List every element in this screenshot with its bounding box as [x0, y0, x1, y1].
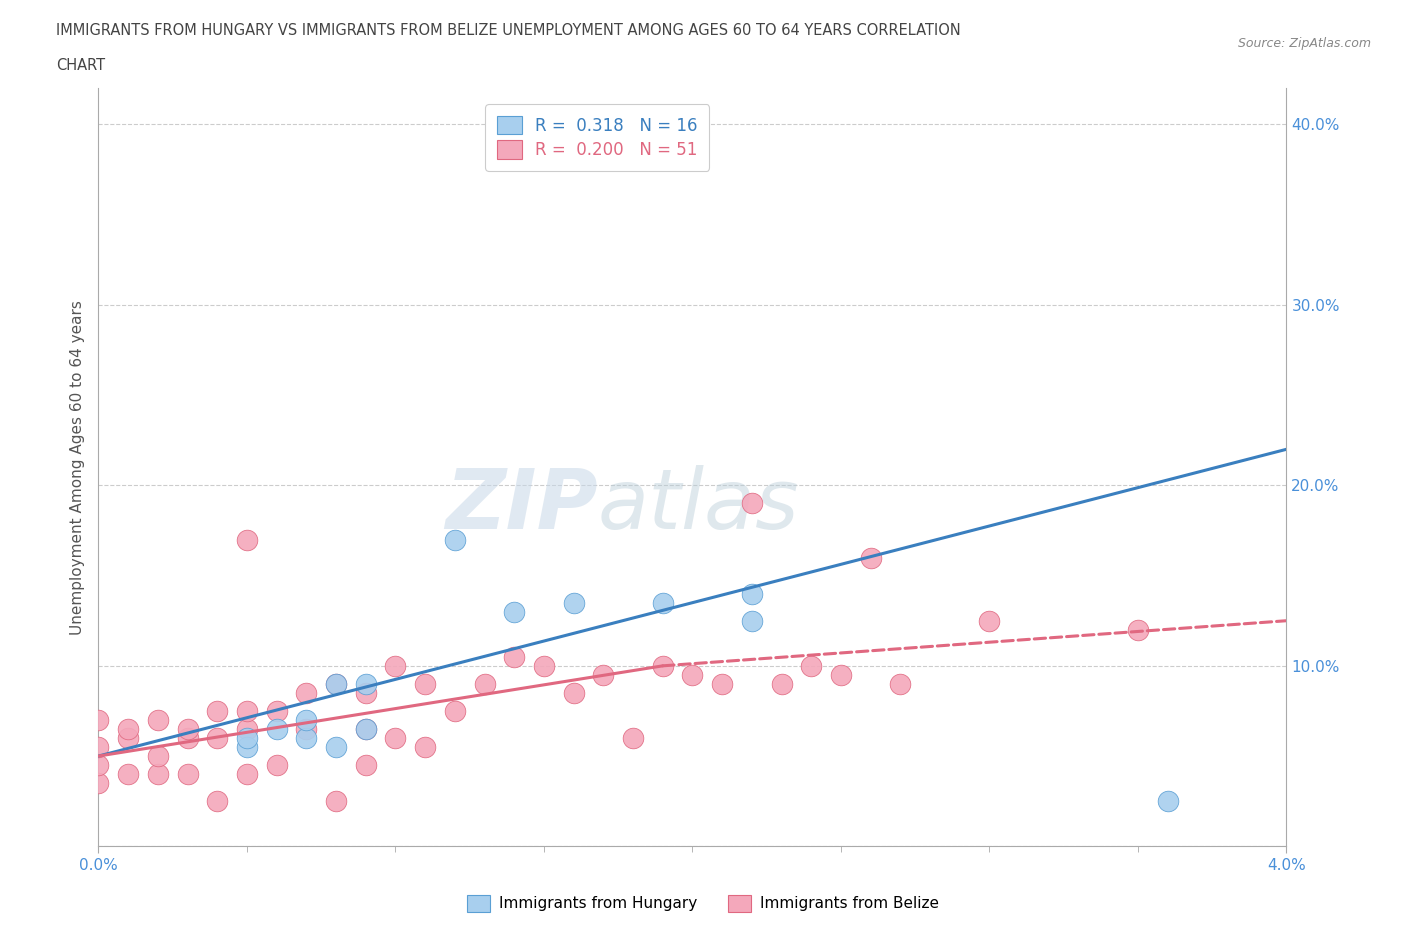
Point [325, 739, 347, 754]
Point [444, 703, 467, 718]
Point [295, 685, 318, 700]
Point [236, 766, 259, 781]
Point [207, 703, 229, 718]
Point [236, 703, 259, 718]
Point [266, 722, 288, 737]
Point [533, 658, 555, 673]
Point [236, 722, 259, 737]
Point [266, 758, 288, 773]
Point [621, 731, 644, 746]
Point [176, 731, 198, 746]
Text: ZIP: ZIP [444, 465, 598, 546]
Point [859, 551, 882, 565]
Point [651, 595, 673, 610]
Point [711, 676, 734, 691]
Point [354, 722, 377, 737]
Legend: Immigrants from Hungary, Immigrants from Belize: Immigrants from Hungary, Immigrants from… [461, 889, 945, 918]
Point [741, 496, 763, 511]
Point [295, 722, 318, 737]
Point [295, 712, 318, 727]
Point [413, 676, 436, 691]
Legend: R =  0.318   N = 16, R =  0.200   N = 51: R = 0.318 N = 16, R = 0.200 N = 51 [485, 104, 710, 171]
Point [651, 658, 673, 673]
Point [325, 676, 347, 691]
Point [741, 613, 763, 628]
Point [444, 532, 467, 547]
Point [146, 712, 169, 727]
Point [384, 731, 406, 746]
Point [146, 766, 169, 781]
Point [236, 532, 259, 547]
Text: Source: ZipAtlas.com: Source: ZipAtlas.com [1237, 37, 1371, 50]
Point [503, 604, 526, 619]
Point [117, 766, 139, 781]
Point [562, 685, 585, 700]
Point [354, 676, 377, 691]
Point [325, 793, 347, 808]
Point [117, 722, 139, 737]
Text: IMMIGRANTS FROM HUNGARY VS IMMIGRANTS FROM BELIZE UNEMPLOYMENT AMONG AGES 60 TO : IMMIGRANTS FROM HUNGARY VS IMMIGRANTS FR… [56, 23, 960, 38]
Point [562, 595, 585, 610]
Point [800, 658, 823, 673]
Point [770, 676, 793, 691]
Point [354, 758, 377, 773]
Point [681, 668, 703, 683]
Point [354, 722, 377, 737]
Point [979, 613, 1001, 628]
Point [266, 703, 288, 718]
Point [236, 739, 259, 754]
Point [87, 739, 110, 754]
Point [87, 758, 110, 773]
Point [830, 668, 852, 683]
Point [87, 712, 110, 727]
Point [207, 793, 229, 808]
Point [295, 731, 318, 746]
Point [117, 731, 139, 746]
Text: CHART: CHART [56, 58, 105, 73]
Point [474, 676, 496, 691]
Point [889, 676, 911, 691]
Point [413, 739, 436, 754]
Point [354, 685, 377, 700]
Point [503, 649, 526, 664]
Point [325, 676, 347, 691]
Point [1156, 793, 1178, 808]
Point [741, 586, 763, 601]
Y-axis label: Unemployment Among Ages 60 to 64 years: Unemployment Among Ages 60 to 64 years [69, 299, 84, 635]
Point [592, 668, 614, 683]
Point [236, 731, 259, 746]
Point [87, 776, 110, 790]
Point [176, 722, 198, 737]
Point [384, 658, 406, 673]
Point [146, 749, 169, 764]
Point [207, 731, 229, 746]
Point [176, 766, 198, 781]
Point [1126, 622, 1149, 637]
Text: atlas: atlas [598, 465, 799, 546]
